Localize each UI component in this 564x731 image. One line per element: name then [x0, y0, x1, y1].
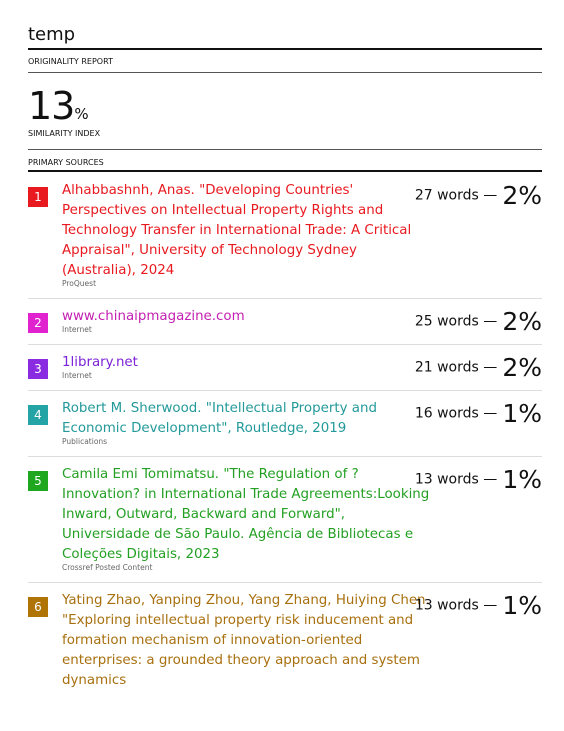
source-item: 5 Camila Emi Tomimatsu. "The Regulation o…: [28, 457, 542, 583]
source-type: Internet: [62, 325, 92, 334]
word-count: 25 words —: [414, 313, 498, 330]
source-item: 1 Alhabbashnh, Anas. "Developing Countrie…: [28, 173, 542, 299]
rule: [28, 72, 542, 73]
report-label: ORIGINALITY REPORT: [28, 57, 113, 66]
source-type: ProQuest: [62, 279, 97, 288]
source-item: 2 www.chinaipmagazine.com Internet 25 words…: [28, 299, 542, 345]
word-count: 13 words —: [414, 597, 498, 614]
match-percent: 2%: [502, 307, 542, 336]
source-number: 5: [28, 471, 48, 491]
match-percent: 1%: [502, 591, 542, 620]
similarity-value: 13: [28, 84, 75, 128]
match: 25 words — 2%: [415, 307, 542, 336]
match-percent: 2%: [502, 353, 542, 382]
match: 13 words — 1%: [415, 465, 542, 494]
source-title: Camila Emi Tomimatsu. "The Regulation of…: [62, 467, 430, 562]
title: temp: [28, 24, 76, 45]
word-count: 16 words —: [414, 405, 498, 422]
source-type: Publications: [62, 437, 108, 446]
match: 16 words — 1%: [415, 399, 542, 428]
source-number: 2: [28, 313, 48, 333]
source-number: 3: [28, 359, 48, 379]
similarity-unit: %: [74, 105, 89, 123]
source-type: Crossref Posted Content: [62, 563, 153, 572]
rule: [28, 48, 542, 50]
source-title: www.chinaipmagazine.com: [62, 309, 245, 324]
source-item: 3 1library.net Internet 21 words — 2%: [28, 345, 542, 391]
match: 21 words — 2%: [415, 353, 542, 382]
source-title: Robert M. Sherwood. "Intellectual Proper…: [62, 401, 377, 436]
sources-label: PRIMARY SOURCES: [28, 158, 104, 167]
match: 27 words — 2%: [415, 181, 542, 210]
rule: [28, 149, 542, 150]
similarity-label: SIMILARITY INDEX: [28, 129, 101, 138]
source-number: 6: [28, 597, 48, 617]
match-percent: 2%: [502, 181, 542, 210]
word-count: 27 words —: [414, 187, 498, 204]
source-title: Yating Zhao, Yanping Zhou, Yang Zhang, H…: [62, 593, 430, 688]
source-list: 1 Alhabbashnh, Anas. "Developing Countrie…: [28, 173, 542, 701]
match-percent: 1%: [502, 465, 542, 494]
rule: [28, 170, 542, 172]
match-percent: 1%: [502, 399, 542, 428]
source-title: 1library.net: [62, 355, 138, 370]
source-type: Internet: [62, 371, 92, 380]
match: 13 words — 1%: [415, 591, 542, 620]
similarity: 13%: [28, 84, 89, 128]
word-count: 21 words —: [414, 359, 498, 376]
source-number: 4: [28, 405, 48, 425]
source-item: 4 Robert M. Sherwood. "Intellectual Prope…: [28, 391, 542, 457]
source-title: Alhabbashnh, Anas. "Developing Countries…: [62, 183, 412, 278]
word-count: 13 words —: [414, 471, 498, 488]
source-number: 1: [28, 187, 48, 207]
source-item: 6 Yating Zhao, Yanping Zhou, Yang Zhang, …: [28, 583, 542, 701]
